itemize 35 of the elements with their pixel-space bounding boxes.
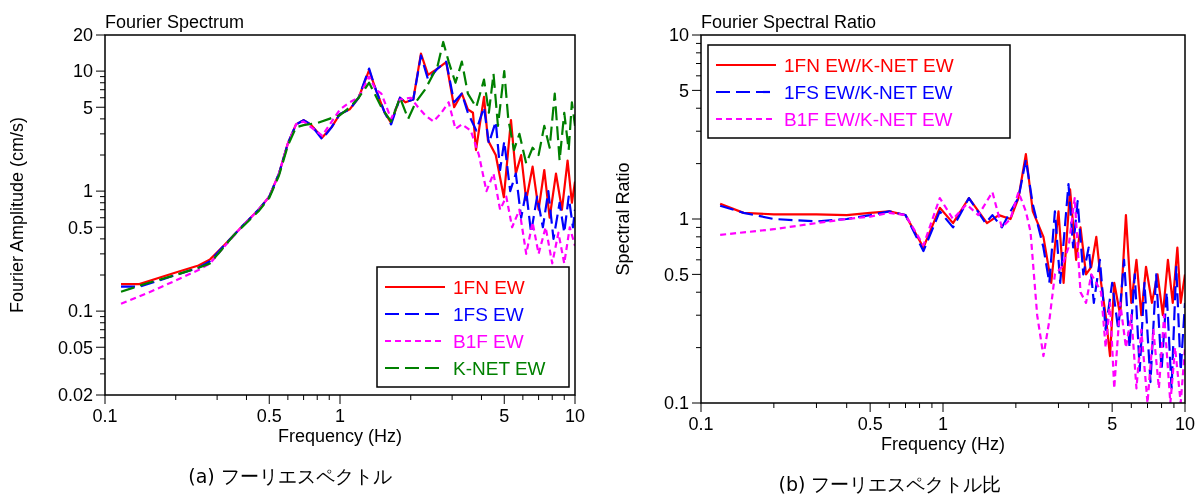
x-tick-label: 0.5 (256, 406, 282, 426)
y-tick-label: 10 (72, 61, 93, 82)
x-tick-label: 10 (1174, 414, 1196, 434)
y-tick-label: 10 (668, 25, 689, 46)
chart-title: Fourier Spectral Ratio (701, 12, 877, 32)
legend-label: B1F EW (453, 330, 524, 352)
chart-title: Fourier Spectrum (105, 12, 245, 32)
y-tick-label: 1 (82, 181, 93, 202)
y-tick-label: 1 (678, 209, 689, 230)
y-tick-label: 0.02 (57, 385, 93, 406)
y-tick-label: 0.5 (67, 217, 93, 238)
y-tick-label: 5 (678, 80, 689, 101)
y-tick-label: 0.1 (67, 301, 93, 322)
y-axis-title: Fourier Amplitude (cm/s) (7, 116, 27, 314)
y-tick-label: 0.5 (663, 264, 689, 285)
y-tick-label: 20 (72, 25, 93, 46)
x-tick-label: 0.5 (857, 414, 883, 434)
x-axis-title: Frequency (Hz) (880, 434, 1006, 454)
legend-label: 1FN EW (453, 276, 525, 298)
legend-label: K-NET EW (453, 357, 546, 379)
y-tick-label: 5 (82, 97, 93, 118)
text: (b) フーリエスペクトル比 (778, 473, 1002, 495)
legend-label: 1FN EW/K-NET EW (784, 54, 954, 76)
y-axis-title: Spectral Ratio (613, 162, 633, 276)
x-tick-label: 10 (564, 406, 586, 426)
x-tick-label: 5 (499, 406, 510, 426)
legend-label: 1FS EW/K-NET EW (784, 81, 953, 103)
x-tick-label: 5 (1107, 414, 1118, 434)
legend-label: B1F EW/K-NET EW (784, 108, 953, 130)
x-axis-title: Frequency (Hz) (277, 426, 403, 446)
x-tick-label: 1 (334, 406, 346, 426)
x-tick-label: 1 (937, 414, 949, 434)
y-tick-label: 0.05 (57, 337, 93, 358)
legend-label: 1FS EW (453, 303, 524, 325)
text: (a) フーリエスペクトル (188, 465, 392, 487)
